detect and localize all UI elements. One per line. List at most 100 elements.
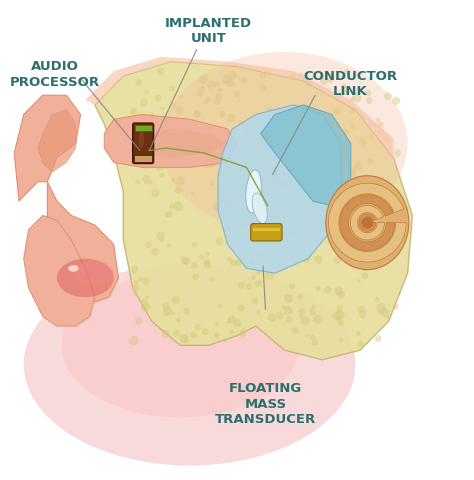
Circle shape	[350, 125, 356, 130]
Circle shape	[257, 156, 263, 161]
Circle shape	[222, 75, 231, 84]
Circle shape	[227, 114, 236, 123]
Bar	[135, 156, 152, 162]
Circle shape	[267, 225, 271, 229]
Circle shape	[376, 119, 380, 122]
Circle shape	[342, 146, 350, 154]
Circle shape	[333, 109, 340, 116]
Circle shape	[298, 249, 304, 255]
Circle shape	[257, 252, 264, 259]
Circle shape	[166, 243, 171, 248]
Circle shape	[392, 304, 399, 310]
Circle shape	[378, 311, 382, 315]
Circle shape	[362, 264, 370, 272]
Circle shape	[243, 128, 252, 136]
Circle shape	[352, 94, 361, 103]
Circle shape	[309, 309, 316, 316]
Circle shape	[307, 213, 314, 220]
Circle shape	[389, 216, 397, 224]
Circle shape	[255, 270, 261, 276]
Circle shape	[280, 180, 288, 189]
Circle shape	[366, 98, 373, 105]
Circle shape	[229, 330, 234, 335]
Circle shape	[265, 209, 271, 215]
Circle shape	[384, 93, 392, 101]
Circle shape	[388, 229, 396, 237]
Circle shape	[301, 316, 310, 325]
Circle shape	[169, 86, 175, 93]
Circle shape	[286, 166, 290, 170]
Circle shape	[348, 168, 356, 177]
Circle shape	[200, 146, 210, 156]
Circle shape	[160, 238, 164, 242]
Circle shape	[162, 330, 170, 338]
Circle shape	[222, 338, 227, 343]
Circle shape	[227, 257, 232, 262]
Circle shape	[384, 136, 391, 144]
Circle shape	[225, 79, 234, 88]
Circle shape	[195, 324, 201, 331]
Circle shape	[231, 143, 238, 149]
Ellipse shape	[326, 177, 409, 270]
Circle shape	[129, 336, 138, 346]
Circle shape	[176, 318, 181, 323]
Circle shape	[241, 163, 250, 172]
Circle shape	[306, 222, 315, 230]
Circle shape	[336, 159, 341, 165]
Circle shape	[172, 312, 175, 316]
Ellipse shape	[138, 131, 144, 149]
Circle shape	[171, 104, 177, 109]
Circle shape	[181, 256, 189, 265]
Ellipse shape	[62, 274, 299, 418]
Circle shape	[341, 88, 349, 96]
Circle shape	[368, 159, 373, 165]
Circle shape	[357, 279, 361, 284]
Circle shape	[332, 128, 337, 133]
Circle shape	[266, 108, 273, 114]
Circle shape	[218, 304, 222, 308]
Circle shape	[228, 215, 234, 219]
Circle shape	[134, 280, 139, 285]
Ellipse shape	[252, 193, 267, 224]
Circle shape	[210, 276, 215, 282]
Circle shape	[290, 230, 296, 236]
Circle shape	[150, 113, 154, 117]
Circle shape	[240, 78, 247, 85]
Circle shape	[255, 280, 262, 288]
Circle shape	[385, 315, 390, 320]
Circle shape	[191, 263, 198, 269]
Circle shape	[375, 335, 382, 342]
Text: FLOATING
MASS
TRANSDUCER: FLOATING MASS TRANSDUCER	[215, 382, 316, 425]
Ellipse shape	[161, 53, 408, 235]
Circle shape	[175, 107, 184, 115]
Circle shape	[336, 289, 343, 296]
Circle shape	[156, 232, 165, 241]
Circle shape	[169, 204, 175, 210]
Wedge shape	[359, 215, 376, 232]
Circle shape	[131, 265, 138, 274]
Circle shape	[391, 228, 397, 234]
Circle shape	[246, 284, 252, 290]
Circle shape	[167, 212, 173, 218]
Circle shape	[392, 97, 400, 106]
Polygon shape	[218, 106, 341, 274]
Circle shape	[162, 302, 170, 310]
Circle shape	[359, 311, 367, 318]
Circle shape	[311, 305, 316, 310]
Circle shape	[213, 98, 220, 106]
Circle shape	[349, 258, 354, 263]
Circle shape	[301, 158, 309, 167]
Circle shape	[378, 129, 384, 135]
Circle shape	[253, 149, 257, 153]
Circle shape	[344, 70, 350, 75]
Circle shape	[332, 168, 339, 176]
Circle shape	[183, 308, 190, 315]
Circle shape	[265, 271, 274, 280]
Circle shape	[174, 202, 183, 212]
Polygon shape	[261, 106, 351, 206]
Circle shape	[302, 255, 310, 263]
Circle shape	[199, 255, 204, 260]
Circle shape	[341, 84, 346, 89]
Circle shape	[328, 120, 333, 124]
Circle shape	[151, 248, 159, 256]
